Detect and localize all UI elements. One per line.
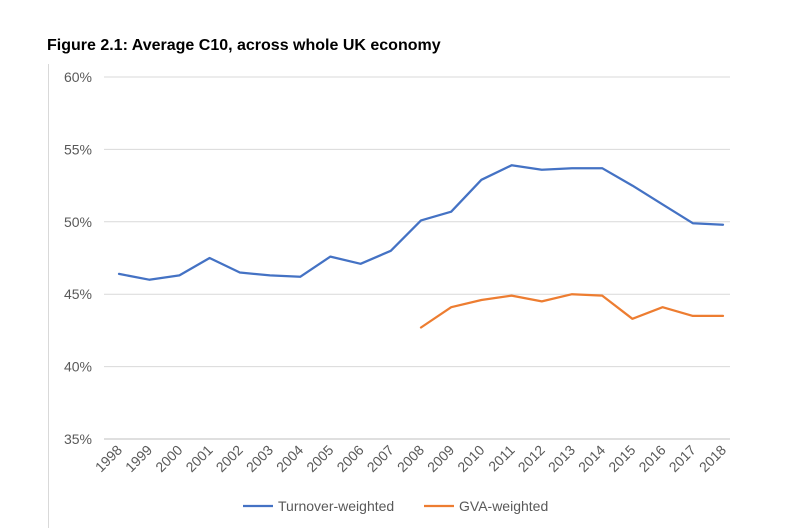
x-tick-label: 2000 xyxy=(152,442,185,475)
series-lines xyxy=(117,164,725,329)
x-tick-label: 2011 xyxy=(485,442,518,475)
x-tick-label: 2006 xyxy=(333,442,366,475)
legend-label: GVA-weighted xyxy=(459,498,548,514)
legend: Turnover-weighted GVA-weighted xyxy=(243,498,548,514)
x-tick-label: 2017 xyxy=(666,442,699,475)
legend-label: Turnover-weighted xyxy=(278,498,394,514)
x-tick-label: 2008 xyxy=(394,442,427,475)
series-line-turnover-weighted xyxy=(117,164,725,281)
x-tick-label: 2005 xyxy=(303,442,336,475)
y-tick-label: 60% xyxy=(64,69,92,85)
y-tick-label: 40% xyxy=(64,359,92,375)
x-tick-label: 2012 xyxy=(515,442,548,475)
y-axis-ticks: 35% 40% 45% 50% 55% 60% xyxy=(64,69,92,447)
x-tick-label: 2016 xyxy=(635,442,668,475)
chart-title: Figure 2.1: Average C10, across whole UK… xyxy=(47,37,441,54)
y-tick-label: 45% xyxy=(64,286,92,302)
y-tick-label: 35% xyxy=(64,431,92,447)
x-tick-label: 2004 xyxy=(273,442,306,475)
x-tick-label: 2007 xyxy=(364,442,397,475)
x-tick-label: 2003 xyxy=(243,442,276,475)
x-tick-label: 2015 xyxy=(605,442,638,475)
x-tick-label: 2013 xyxy=(545,442,578,475)
x-tick-label: 1998 xyxy=(92,442,125,475)
frame-border xyxy=(48,64,49,528)
x-tick-label: 2002 xyxy=(213,442,246,475)
x-tick-label: 2001 xyxy=(182,442,215,475)
series-line-gva-weighted xyxy=(419,293,725,329)
y-tick-label: 55% xyxy=(64,141,92,157)
x-axis-ticks: 1998199920002001200220032004200520062007… xyxy=(92,442,729,475)
x-tick-label: 2014 xyxy=(575,442,608,475)
x-tick-label: 2018 xyxy=(696,442,729,475)
x-tick-label: 2009 xyxy=(424,442,457,475)
x-tick-label: 2010 xyxy=(454,442,487,475)
y-tick-label: 50% xyxy=(64,214,92,230)
gridlines xyxy=(104,76,730,440)
x-tick-label: 1999 xyxy=(122,442,155,475)
